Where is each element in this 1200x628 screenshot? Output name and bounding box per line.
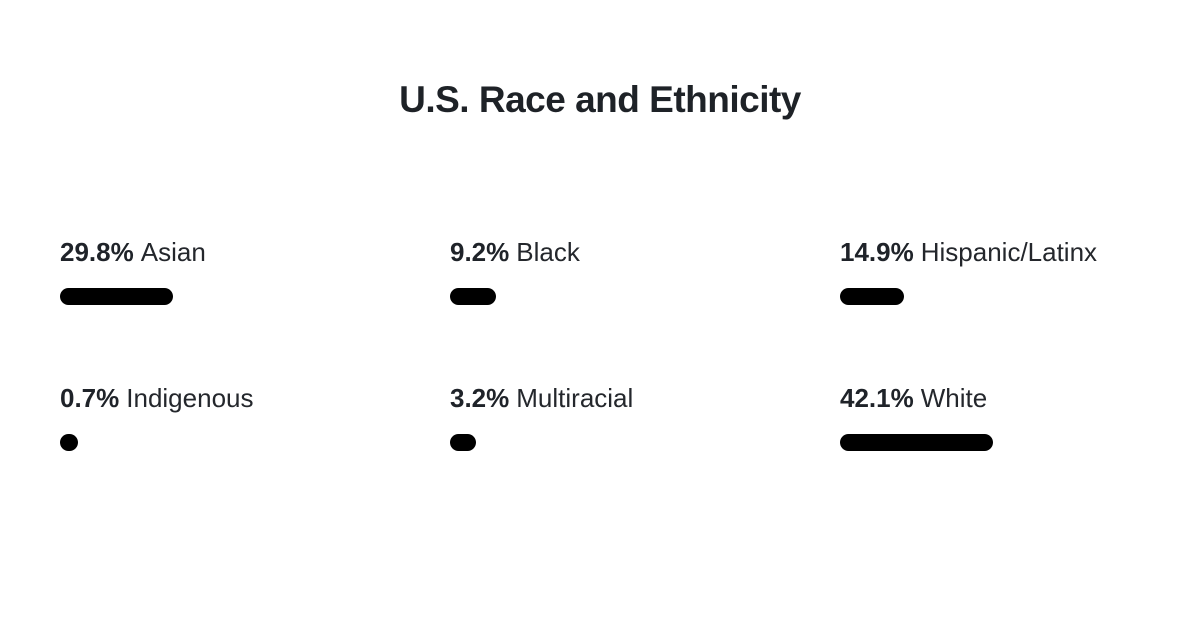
stat-value: 14.9% bbox=[840, 237, 914, 267]
stat-text: 9.2% Black bbox=[450, 237, 840, 268]
stat-bar bbox=[60, 434, 78, 451]
stat-value: 3.2% bbox=[450, 383, 510, 413]
stat-item-asian: 29.8% Asian bbox=[60, 237, 450, 305]
stat-text: 29.8% Asian bbox=[60, 237, 450, 268]
stat-item-white: 42.1% White bbox=[840, 383, 1200, 451]
stat-value: 9.2% bbox=[450, 237, 510, 267]
stat-text: 0.7% Indigenous bbox=[60, 383, 450, 414]
page-title: U.S. Race and Ethnicity bbox=[399, 79, 801, 120]
stat-label: Indigenous bbox=[126, 383, 254, 413]
stat-bar bbox=[60, 288, 173, 305]
stat-label: Hispanic/Latinx bbox=[920, 237, 1098, 267]
stat-bar bbox=[450, 434, 476, 451]
stat-item-hispanic-latinx: 14.9% Hispanic/Latinx bbox=[840, 237, 1200, 305]
stat-item-black: 9.2% Black bbox=[450, 237, 840, 305]
stat-bar bbox=[840, 288, 904, 305]
stat-text: 3.2% Multiracial bbox=[450, 383, 840, 414]
stat-bar bbox=[840, 434, 993, 451]
stat-text: 42.1% White bbox=[840, 383, 1200, 414]
stat-item-multiracial: 3.2% Multiracial bbox=[450, 383, 840, 451]
stat-text: 14.9% Hispanic/Latinx bbox=[840, 237, 1200, 268]
stat-bar bbox=[450, 288, 496, 305]
stat-label: White bbox=[920, 383, 988, 413]
stat-label: Black bbox=[516, 237, 580, 267]
stat-value: 0.7% bbox=[60, 383, 120, 413]
stats-grid: 29.8% Asian 9.2% Black 14.9% Hispanic/Latin… bbox=[0, 237, 1200, 451]
stat-value: 42.1% bbox=[840, 383, 914, 413]
stat-item-indigenous: 0.7% Indigenous bbox=[60, 383, 450, 451]
stat-label: Multiracial bbox=[516, 383, 634, 413]
stat-label: Asian bbox=[140, 237, 206, 267]
stat-value: 29.8% bbox=[60, 237, 134, 267]
